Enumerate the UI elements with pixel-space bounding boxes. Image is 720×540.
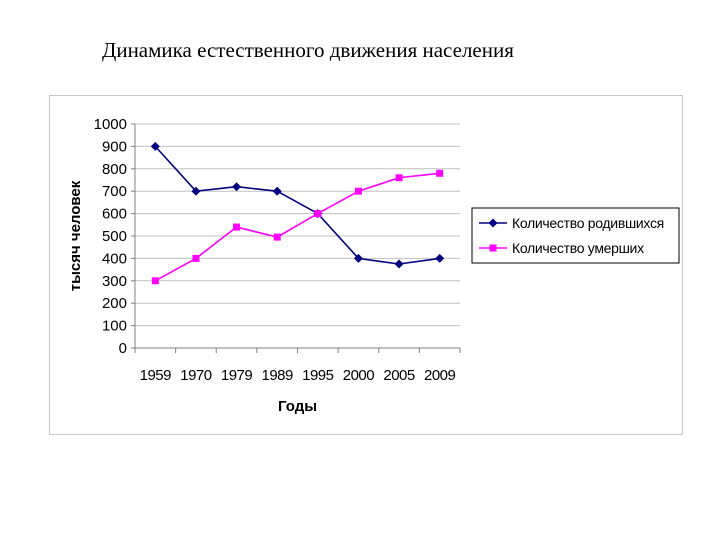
data-point-births	[191, 186, 201, 196]
data-point-deaths	[395, 174, 403, 182]
series-line-1	[154, 145, 440, 265]
x-axis-title: Годы	[278, 398, 317, 415]
data-point-deaths	[436, 169, 444, 177]
data-point-births	[272, 186, 282, 196]
y-tick-label: 100	[102, 318, 127, 335]
data-point-births	[435, 253, 445, 263]
y-tick-label: 300	[102, 273, 127, 290]
data-point-births	[232, 182, 242, 192]
y-tick-label: 600	[102, 206, 127, 223]
x-tick-label: 1989	[262, 367, 294, 384]
x-tick-label: 1970	[180, 367, 212, 384]
data-point-deaths	[192, 254, 200, 262]
chart-frame: 0 100 200 300 400 500 600 700 800 900 1000 1959 1970…	[49, 95, 683, 435]
y-tick-label: 900	[102, 138, 127, 155]
y-tick-label: 700	[102, 183, 127, 200]
series-line-2	[154, 172, 440, 282]
x-tick-label: 1979	[221, 367, 253, 384]
data-point-deaths	[354, 187, 362, 195]
y-tick-label: 500	[102, 228, 127, 245]
data-point-deaths	[151, 277, 159, 285]
data-point-deaths	[314, 210, 322, 218]
x-tick-label: 2005	[383, 367, 415, 384]
legend-marker-diamond	[488, 218, 498, 228]
data-point-births	[150, 141, 160, 151]
y-axis-title: тысяч человек	[67, 180, 84, 291]
y-tick-label: 1000	[94, 116, 127, 133]
data-point-deaths	[273, 233, 281, 241]
legend-marker-square	[489, 244, 497, 252]
x-tick-label: 2009	[424, 367, 456, 384]
legend-label: Количество умерших	[512, 240, 644, 256]
legend-box	[471, 207, 680, 264]
data-point-births	[353, 253, 363, 263]
y-tick-label: 800	[102, 161, 127, 178]
x-tick-label: 2000	[343, 367, 375, 384]
slide-title: Динамика естественного движения населени…	[102, 38, 514, 62]
y-tick-label: 200	[102, 295, 127, 312]
legend-label: Количество родившихся	[512, 215, 664, 231]
data-point-deaths	[233, 223, 241, 231]
x-tick-label: 1959	[140, 367, 172, 384]
x-tick-label: 1995	[302, 367, 334, 384]
y-tick-label: 0	[119, 340, 127, 357]
data-point-births	[394, 259, 404, 269]
y-tick-label: 400	[102, 250, 127, 267]
line-chart: 0 100 200 300 400 500 600 700 800 900 1000 1959 1970…	[67, 116, 680, 415]
